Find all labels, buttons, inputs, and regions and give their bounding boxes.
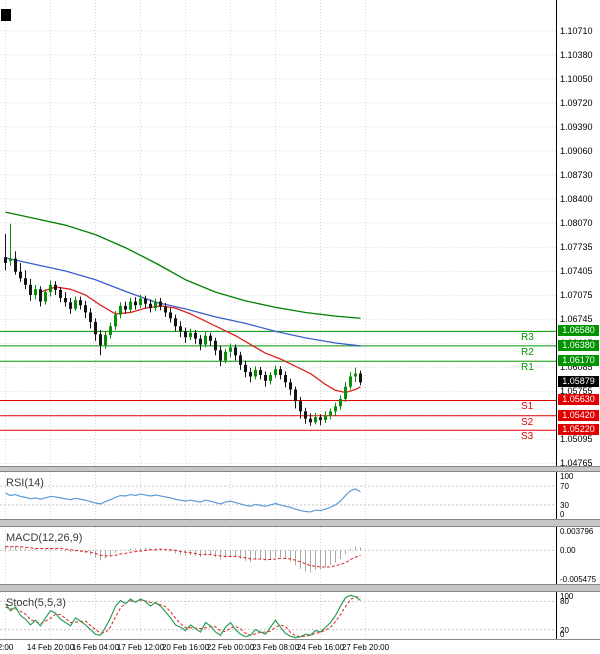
time-label: 22 Feb 00:00	[206, 643, 255, 652]
panel-splitter-1[interactable]	[0, 466, 600, 472]
pivot-label-s3: S3	[521, 431, 534, 443]
pivot-label-r1: R1	[521, 362, 534, 374]
support-price-badge-s3: 1.05220	[558, 424, 599, 436]
pivot-label-r3: R3	[521, 332, 534, 344]
macd-label: MACD(12,26,9)	[6, 532, 83, 544]
rsi-axis: 100 70 30 0	[557, 472, 600, 519]
panel-splitter-2[interactable]	[0, 519, 600, 527]
resistance-price-badge-r1: 1.06170	[558, 355, 599, 367]
time-label: 20 Feb 16:00	[161, 643, 210, 652]
macd-axis: 0.003796 0.00 -0.005475	[557, 527, 600, 584]
price-tick: 1.05755	[560, 386, 593, 397]
time-label: 23 Feb 08:00	[251, 643, 300, 652]
resistance-price-badge-r2: 1.06380	[558, 339, 599, 351]
rsi-label: RSI(14)	[6, 477, 44, 489]
stoch-k-line	[5, 594, 361, 639]
macd-histogram	[5, 545, 361, 573]
stoch-axis-value: 0	[560, 630, 565, 639]
panel-splitter-3[interactable]	[0, 584, 600, 592]
pivot-label-r2: R2	[521, 346, 534, 358]
price-tick: 1.04765	[560, 458, 593, 469]
stoch-axis-value: 100	[560, 592, 574, 601]
rsi-line	[5, 488, 361, 513]
time-label: 24 Feb 16:00	[296, 643, 345, 652]
price-tick: 1.06085	[560, 362, 593, 373]
time-label: 27 Feb 20:00	[341, 643, 390, 652]
price-tick: 1.07075	[560, 290, 593, 301]
stoch-axis-value: 80	[560, 597, 569, 607]
price-tick: 1.05095	[560, 434, 593, 445]
macd-axis-value: -0.005475	[560, 575, 597, 584]
vertical-gridlines	[5, 0, 366, 466]
price-tick: 1.08730	[560, 169, 593, 180]
support-price-badge-s1: 1.05630	[558, 394, 599, 406]
macd-axis-value: 0.00	[560, 546, 576, 556]
candlestick-chart[interactable]	[0, 0, 556, 466]
stoch-axis-value: 20	[560, 625, 569, 635]
time-label: 2:00	[0, 643, 14, 652]
stoch-chart[interactable]	[0, 592, 556, 639]
vertical-gridlines	[5, 472, 366, 519]
price-tick: 1.10710	[560, 25, 593, 36]
price-tick: 1.08070	[560, 217, 593, 228]
pivot-label-s2: S2	[521, 416, 534, 428]
macd-chart[interactable]	[0, 527, 556, 584]
time-label: 17 Feb 12:00	[116, 643, 165, 652]
price-axis: 1.10710 1.10380 1.10050 1.09720 1.09390 1.090…	[557, 0, 600, 469]
moving-averages-layer	[5, 211, 361, 394]
vertical-gridlines	[5, 527, 366, 584]
price-tick: 1.06745	[560, 314, 593, 325]
price-tick: 1.09060	[560, 145, 593, 156]
rsi-axis-value: 100	[560, 472, 574, 481]
candles-layer	[4, 223, 362, 426]
rsi-axis-value: 70	[560, 482, 569, 492]
stoch-panel[interactable]: Stoch(5,5,3)	[0, 592, 600, 639]
corner-marker	[1, 9, 11, 21]
ma-fast-red	[40, 286, 361, 394]
price-tick: 1.07735	[560, 242, 593, 253]
macd-panel[interactable]: MACD(12,26,9)	[0, 527, 600, 584]
price-tick: 1.07405	[560, 266, 593, 277]
ma-mid-blue	[5, 257, 361, 347]
price-tick: 1.10380	[560, 49, 593, 60]
current-price-badge: 1.05879	[558, 376, 599, 388]
price-tick: 1.10050	[560, 73, 593, 84]
price-axis-separator-line	[556, 0, 557, 639]
rsi-axis-value: 30	[560, 500, 569, 510]
rsi-axis-value: 0	[560, 510, 565, 519]
macd-signal-line	[5, 546, 361, 568]
pivot-lines	[0, 330, 556, 431]
macd-axis-value: 0.003796	[560, 527, 594, 536]
rsi-panel[interactable]: RSI(14)	[0, 472, 600, 519]
ma-slow-green	[5, 211, 361, 319]
resistance-price-badge-r3: 1.06580	[558, 325, 599, 337]
stoch-label: Stoch(5,5,3)	[6, 597, 66, 609]
rsi-chart[interactable]	[0, 472, 556, 519]
pivot-label-s1: S1	[521, 401, 534, 413]
price-tick: 1.09720	[560, 97, 593, 108]
horizontal-gridlines	[0, 30, 556, 464]
time-label: 16 Feb 04:00	[71, 643, 120, 652]
stoch-d-line	[5, 596, 361, 638]
stoch-axis: 100 80 20 0	[557, 592, 600, 639]
price-chart-panel[interactable]: R3 R2 R1 S1 S2 S3	[0, 0, 600, 466]
price-tick: 1.09390	[560, 121, 593, 132]
support-price-badge-s2: 1.05420	[558, 409, 599, 421]
price-tick: 1.08400	[560, 193, 593, 204]
time-label: 14 Feb 20:00	[26, 643, 75, 652]
